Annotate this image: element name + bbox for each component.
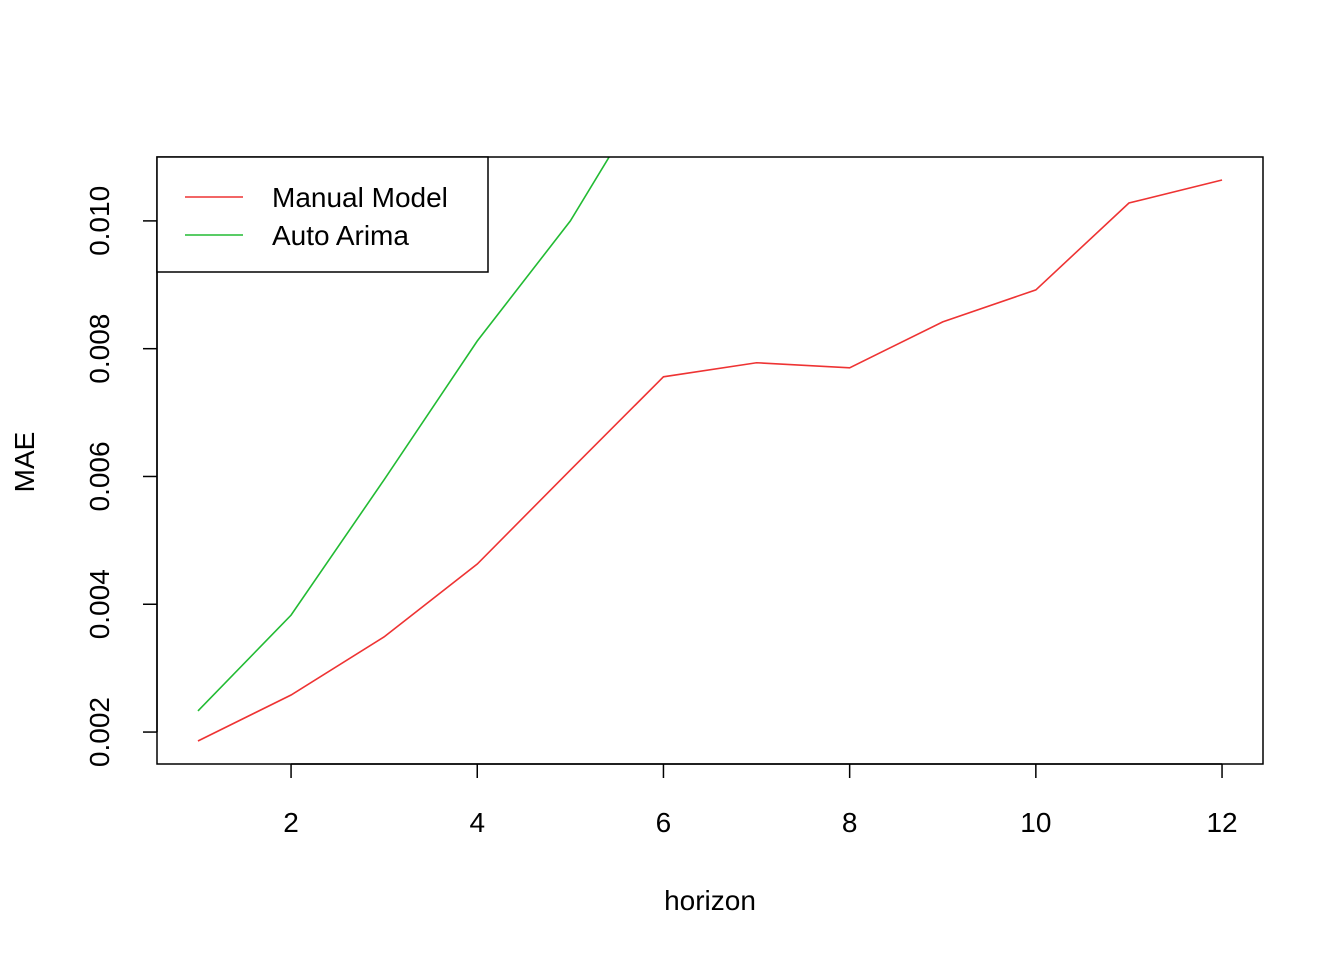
series-line [197, 157, 611, 712]
y-axis-label: MAE [9, 432, 40, 493]
y-tick-label: 0.004 [84, 569, 115, 639]
x-tick-label: 10 [1020, 807, 1051, 838]
y-tick-label: 0.002 [84, 697, 115, 767]
x-tick-label: 2 [283, 807, 299, 838]
legend-box [156, 156, 489, 273]
y-tick-label: 0.006 [84, 441, 115, 511]
legend-label: Manual Model [272, 182, 448, 213]
y-tick-label: 0.010 [84, 186, 115, 256]
x-tick-label: 12 [1206, 807, 1237, 838]
plot-area [197, 157, 1223, 742]
x-tick-label: 4 [469, 807, 485, 838]
x-axis-label: horizon [664, 885, 756, 916]
y-tick-label: 0.008 [84, 314, 115, 384]
x-tick-label: 6 [656, 807, 672, 838]
legend-label: Auto Arima [272, 220, 409, 251]
x-tick-label: 8 [842, 807, 858, 838]
series-line [197, 179, 1223, 742]
